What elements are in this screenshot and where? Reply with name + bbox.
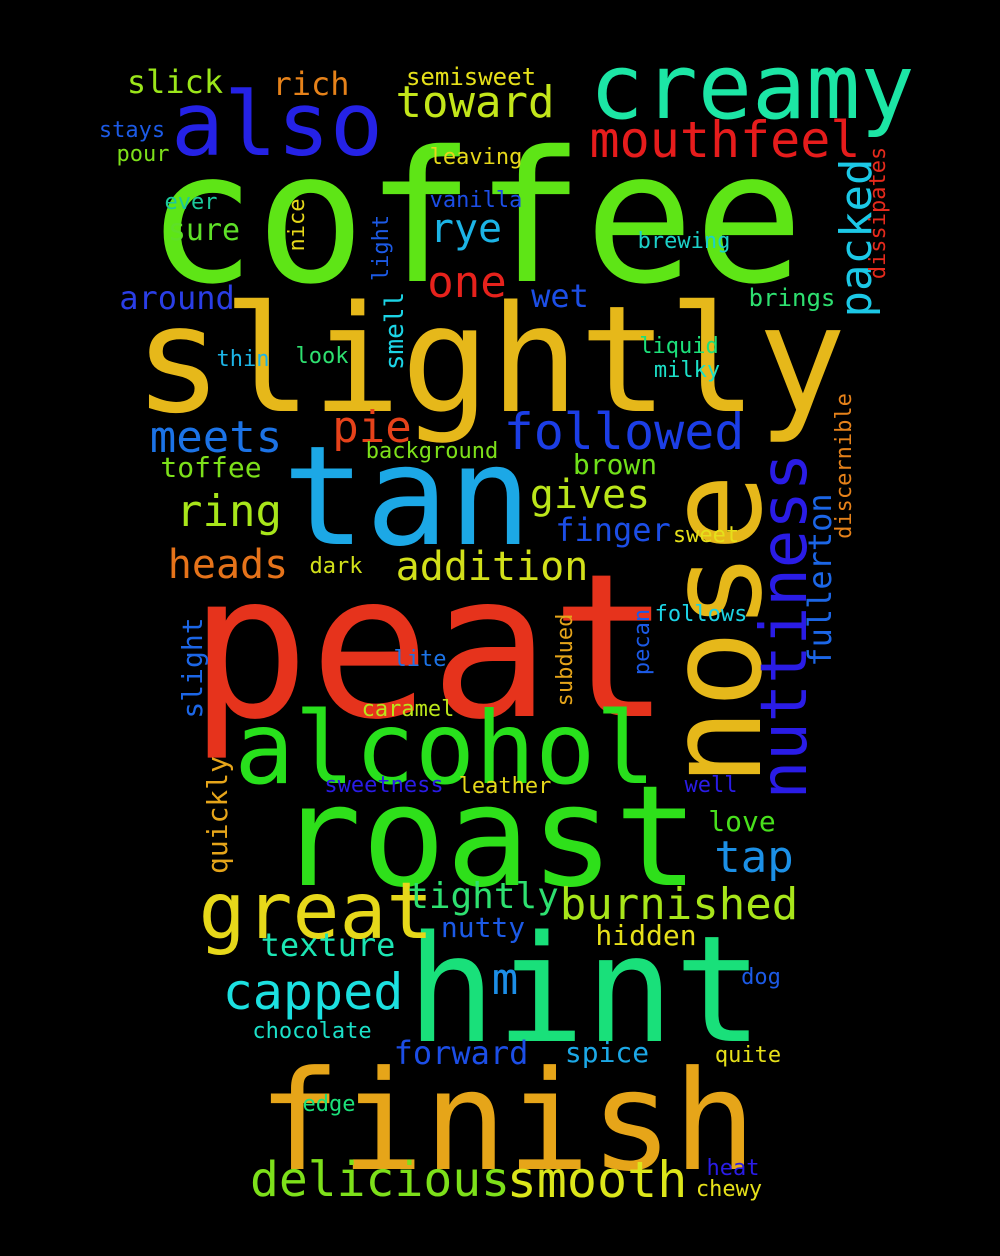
- word-caramel: caramel: [361, 697, 455, 722]
- word-light: light: [369, 214, 394, 282]
- word-discernible: discernible: [832, 393, 857, 539]
- word-follows: follows: [654, 602, 748, 627]
- word-gives: gives: [529, 472, 651, 518]
- word-slightly: slightly: [133, 274, 847, 446]
- word-smooth: smooth: [506, 1151, 688, 1209]
- word-pour: pour: [116, 142, 170, 167]
- word-smell: smell: [380, 291, 410, 371]
- word-brewing: brewing: [637, 229, 731, 254]
- word-hint: hint: [406, 904, 764, 1076]
- word-delicious: delicious: [249, 1152, 511, 1208]
- word-well: well: [684, 773, 738, 798]
- word-spice: spice: [564, 1036, 650, 1069]
- word-love: love: [708, 805, 776, 838]
- word-m: m: [491, 954, 519, 1005]
- word-milky: milky: [653, 358, 721, 383]
- word-sweet: sweet: [672, 523, 740, 548]
- word-chocolate: chocolate: [252, 1019, 372, 1044]
- word-one: one: [427, 257, 507, 308]
- word-finish: finish: [257, 1041, 757, 1202]
- word-quickly: quickly: [201, 755, 234, 875]
- word-leather: leather: [458, 774, 552, 799]
- word-toffee: toffee: [160, 451, 262, 484]
- word-mouthfeel: mouthfeel: [589, 111, 861, 169]
- word-tightly: tightly: [407, 876, 559, 917]
- word-capped: capped: [222, 963, 404, 1021]
- word-rich: rich: [272, 65, 350, 103]
- word-ring: ring: [176, 486, 282, 537]
- word-chewy: chewy: [695, 1177, 763, 1202]
- word-quite: quite: [714, 1043, 782, 1068]
- word-look: look: [295, 344, 349, 369]
- word-addition: addition: [395, 544, 589, 590]
- word-lite: lite: [393, 647, 447, 672]
- word-tap: tap: [714, 832, 794, 883]
- word-vanilla: vanilla: [429, 188, 523, 213]
- word-meets: meets: [149, 412, 283, 463]
- word-semisweet: semisweet: [405, 63, 537, 91]
- word-great: great: [198, 867, 434, 957]
- word-pie: pie: [332, 402, 412, 453]
- word-nutty: nutty: [440, 911, 526, 944]
- word-around: around: [119, 279, 235, 317]
- word-pecan: pecan: [630, 608, 655, 676]
- word-edge: edge: [302, 1092, 356, 1117]
- word-also: also: [171, 73, 383, 176]
- word-brown: brown: [572, 448, 658, 481]
- word-slick: slick: [126, 63, 224, 101]
- word-nice: nice: [285, 198, 310, 252]
- word-heads: heads: [167, 542, 289, 588]
- word-dark: dark: [309, 554, 363, 579]
- word-dissipates: dissipates: [866, 146, 891, 280]
- word-peat: peat: [189, 531, 671, 764]
- word-thin: thin: [216, 347, 270, 372]
- word-rye: rye: [429, 206, 503, 252]
- word-burnished: burnished: [559, 879, 799, 930]
- word-background: background: [365, 439, 499, 464]
- word-subdued: subdued: [553, 613, 578, 707]
- word-finger: finger: [555, 511, 671, 549]
- word-leaving: leaving: [429, 145, 523, 170]
- word-dog: dog: [741, 965, 781, 990]
- word-texture: texture: [260, 926, 396, 964]
- word-liquid: liquid: [639, 334, 719, 359]
- word-ever: ever: [164, 190, 218, 215]
- word-sweetness: sweetness: [324, 773, 444, 798]
- word-creamy: creamy: [589, 35, 915, 140]
- word-wet: wet: [531, 277, 589, 315]
- word-heat: heat: [706, 1156, 760, 1181]
- word-slight: slight: [176, 617, 209, 719]
- word-roast: roast: [277, 756, 699, 919]
- word-followed: followed: [503, 403, 745, 461]
- word-alcohol: alcohol: [234, 690, 656, 807]
- word-tan: tan: [282, 416, 532, 577]
- word-toward: toward: [395, 77, 555, 128]
- word-brings: brings: [748, 284, 836, 312]
- word-coffee: coffee: [146, 112, 804, 324]
- word-hidden: hidden: [595, 919, 697, 952]
- word-forward: forward: [393, 1034, 529, 1072]
- word-sure: sure: [167, 213, 241, 248]
- word-stays: stays: [98, 118, 166, 143]
